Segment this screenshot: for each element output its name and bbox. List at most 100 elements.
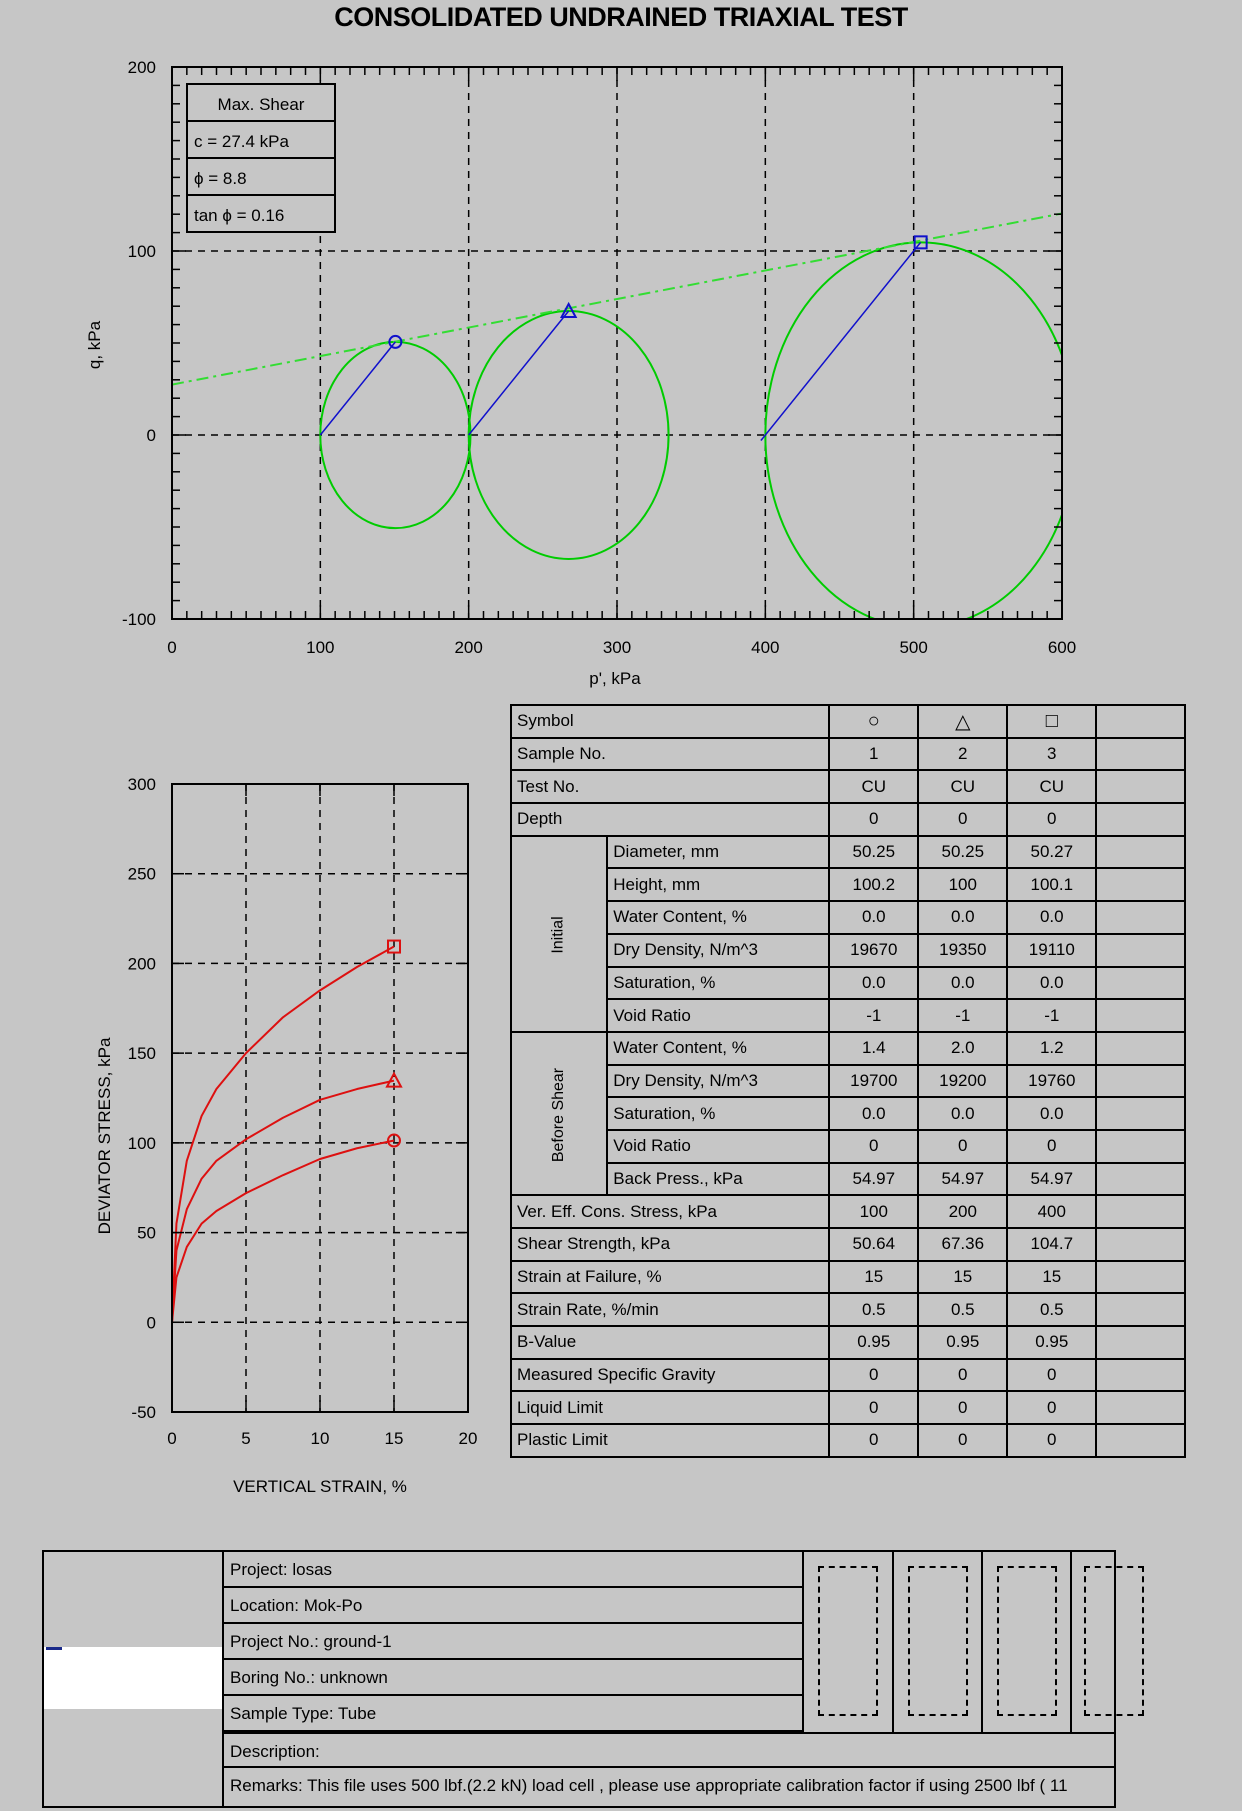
mohr-plot-frame [171, 66, 1063, 620]
table-row-label: Ver. Eff. Cons. Stress, kPa [509, 1194, 831, 1229]
table-cell: 0.5 [917, 1292, 1009, 1328]
symbol-cell [1095, 704, 1187, 739]
ss-x-tick-label: 20 [459, 1429, 478, 1448]
table-row-label: Water Content, % [606, 1030, 831, 1066]
table-cell: 67.36 [917, 1227, 1009, 1262]
table-cell [1095, 1259, 1187, 1295]
table-cell [1095, 1227, 1187, 1262]
table-row-label: Water Content, % [606, 900, 831, 935]
table-cell [1095, 1357, 1187, 1393]
table-cell: 0.5 [828, 1292, 920, 1328]
table-cell: 0 [828, 1390, 920, 1426]
table-row-label: Plastic Limit [509, 1423, 831, 1458]
table-cell: 0.95 [828, 1325, 920, 1360]
stress-strain-chart: 0 5 10 15 20 -50 0 50 100 150 200 250 300 VERTICAL S… [95, 775, 478, 1496]
ss-y-tick-label: 0 [147, 1313, 156, 1332]
mohr-x-tick-label: 0 [167, 638, 176, 657]
table-cell: 50.27 [1006, 834, 1098, 870]
table-cell [1095, 1063, 1187, 1099]
stress-path-line [760, 241, 922, 441]
mohr-y-tick-label: 200 [128, 58, 156, 77]
table-cell [1095, 1128, 1187, 1164]
failure-point-triangle-marker [559, 301, 578, 318]
table-cell: 0.0 [828, 1096, 920, 1131]
project-info-box: Project: losas Location: Mok-Po Project … [42, 1550, 1144, 1808]
table-cell: 50.25 [828, 834, 920, 870]
table-cell: 0.95 [1006, 1325, 1098, 1360]
table-cell: 19700 [828, 1063, 920, 1099]
mohr-circle-chart: 0 100 200 300 400 500 600 -100 0 100 200 p', kPa q… [85, 58, 1076, 688]
table-cell: -1 [828, 998, 920, 1033]
logo-cell [44, 1552, 224, 1806]
stress-strain-curve [171, 1139, 395, 1323]
table-row-label: Void Ratio [606, 1128, 831, 1164]
table-cell: 0.0 [1006, 965, 1098, 1001]
table-cell: 1 [828, 736, 920, 772]
table-cell: 100.1 [1006, 867, 1098, 903]
project-name: Project: losas [224, 1552, 804, 1588]
table-row: Sample No. 1 2 3 [509, 736, 1187, 772]
table-cell: 0 [1006, 1390, 1098, 1426]
table-cell [1095, 965, 1187, 1001]
table-group-text: Initial [550, 916, 568, 954]
table-row: Saturation, % 0.0 0.0 0.0 [511, 1096, 1187, 1131]
table-cell: CU [1006, 769, 1098, 805]
table-cell: 19760 [1006, 1063, 1098, 1099]
table-cell [1095, 998, 1187, 1033]
table-row-label: Test No. [509, 769, 831, 805]
table-cell: 19350 [917, 932, 1009, 968]
table-row-label: Depth [509, 802, 831, 837]
peak-triangle-marker [385, 1071, 403, 1088]
table-cell: 0 [917, 802, 1009, 837]
table-row: B-Value 0.95 0.95 0.95 [509, 1325, 1187, 1360]
table-cell [1095, 769, 1187, 805]
mohr-y-tick-label: -100 [122, 610, 156, 629]
table-cell: 0 [1006, 1357, 1098, 1393]
table-row: Strain at Failure, % 15 15 15 [509, 1259, 1187, 1295]
table-cell [1095, 1390, 1187, 1426]
table-cell: 0.0 [828, 900, 920, 935]
table-row: Liquid Limit 0 0 0 [509, 1390, 1187, 1426]
table-row-label: Saturation, % [606, 1096, 831, 1131]
table-cell: 1.2 [1006, 1030, 1098, 1066]
symbol-cell: ○ [828, 704, 920, 739]
table-cell: 19200 [917, 1063, 1009, 1099]
mohr-x-tick-label: 500 [899, 638, 927, 657]
table-cell [1095, 1292, 1187, 1328]
table-cell [1095, 900, 1187, 935]
table-row: Back Press., kPa 54.97 54.97 54.97 [511, 1161, 1187, 1197]
table-cell: 0.0 [828, 965, 920, 1001]
table-cell: CU [828, 769, 920, 805]
remarks: Remarks: This file uses 500 lbf.(2.2 kN)… [230, 1776, 1068, 1795]
table-cell: 0.0 [917, 965, 1009, 1001]
table-row: Measured Specific Gravity 0 0 0 [509, 1357, 1187, 1393]
mohr-y-tick-label: 0 [147, 426, 156, 445]
table-cell: 50.64 [828, 1227, 920, 1262]
table-cell: 0 [828, 1357, 920, 1393]
table-cell [1095, 1423, 1187, 1458]
table-row-label: Strain at Failure, % [509, 1259, 831, 1295]
table-row: Shear Strength, kPa 50.64 67.36 104.7 [509, 1227, 1187, 1262]
table-cell: 0.0 [917, 1096, 1009, 1131]
table-row: Water Content, % 0.0 0.0 0.0 [511, 900, 1187, 935]
table-group-label: Initial [509, 834, 609, 1033]
table-row-label: Strain Rate, %/min [509, 1292, 831, 1328]
table-row-label: Void Ratio [606, 998, 831, 1033]
ss-y-axis-title: DEVIATOR STRESS, kPa [95, 1037, 114, 1234]
sample-sketch-4 [1072, 1552, 1144, 1732]
table-row: Dry Density, N/m^3 19670 19350 19110 [511, 932, 1187, 968]
ss-y-tick-label: -50 [131, 1403, 156, 1422]
mohr-x-tick-label: 100 [306, 638, 334, 657]
table-row: Before Shear Water Content, % 1.4 2.0 1.2 [509, 1030, 1187, 1197]
ss-y-tick-label: 300 [128, 775, 156, 794]
table-cell: -1 [1006, 998, 1098, 1033]
table-group-text: Before Shear [550, 1067, 568, 1162]
table-cell: CU [917, 769, 1009, 805]
table-cell: 0 [828, 1423, 920, 1458]
table-row: Plastic Limit 0 0 0 [509, 1423, 1187, 1458]
table-row-label: Diameter, mm [606, 834, 831, 870]
table-cell: 0.95 [917, 1325, 1009, 1360]
table-row: Symbol ○ △ □ [509, 704, 1187, 739]
mohr-x-tick-label: 300 [603, 638, 631, 657]
mohr-x-tick-label: 600 [1048, 638, 1076, 657]
